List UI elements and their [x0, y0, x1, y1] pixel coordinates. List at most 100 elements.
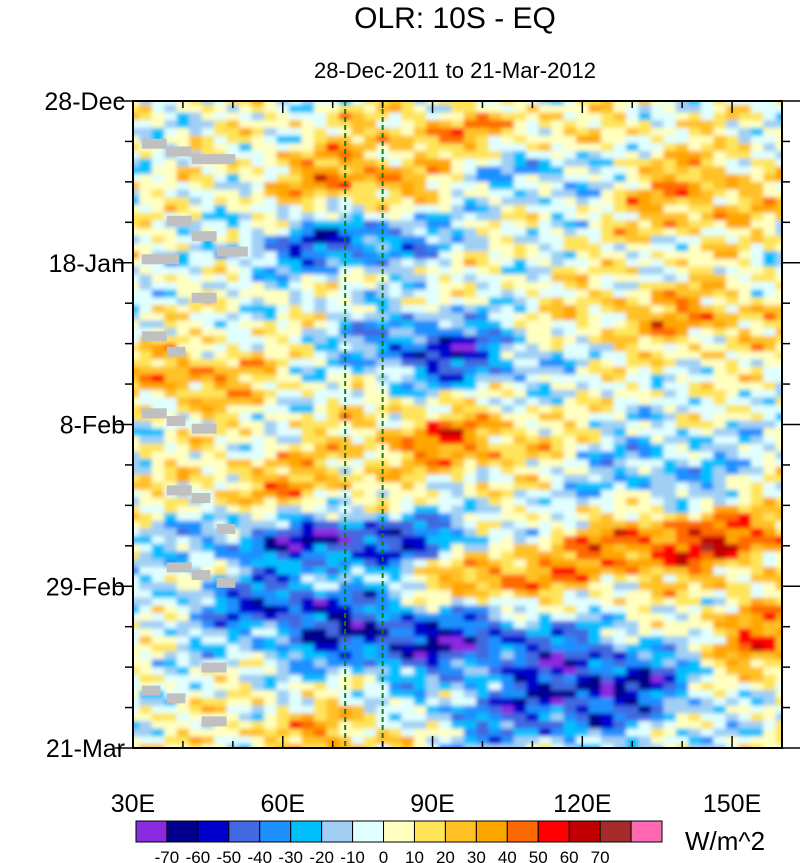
heatmap-cell: [289, 220, 303, 229]
heatmap-cell: [625, 528, 640, 537]
heatmap-cell: [675, 513, 689, 522]
heatmap-cell: [488, 101, 502, 106]
heatmap-cell: [663, 513, 677, 522]
heatmap-cell: [313, 474, 328, 483]
heatmap-cell: [526, 436, 540, 445]
heatmap-cell: [264, 713, 278, 722]
heatmap-cell: [526, 466, 540, 476]
heatmap-cell: [214, 127, 228, 137]
heatmap-cell: [675, 397, 689, 406]
heatmap-cell: [601, 374, 615, 383]
heatmap-cell: [663, 682, 677, 691]
heatmap-cell: [563, 590, 577, 599]
heatmap-cell: [738, 497, 752, 506]
heatmap-cell: [276, 628, 290, 637]
heatmap-cell: [264, 258, 278, 268]
heatmap-cell: [451, 528, 465, 537]
heatmap-cell: [551, 112, 565, 121]
heatmap-cell: [513, 204, 527, 214]
heatmap-cell: [563, 667, 577, 676]
heatmap-cell: [214, 644, 228, 653]
heatmap-cell: [363, 181, 377, 191]
heatmap-cell: [226, 420, 240, 429]
heatmap-cell: [401, 135, 415, 144]
heatmap-cell: [750, 459, 764, 468]
heatmap-cell: [650, 674, 665, 684]
heatmap-cell: [638, 359, 652, 368]
heatmap-cell: [700, 613, 714, 622]
heatmap-cell: [663, 343, 677, 352]
heatmap-cell: [226, 112, 240, 121]
heatmap-cell: [326, 389, 340, 399]
heatmap-cell: [289, 101, 303, 106]
heatmap-cell: [251, 559, 265, 568]
heatmap-cell: [463, 243, 477, 252]
heatmap-cell: [663, 543, 677, 553]
heatmap-cell: [326, 620, 340, 630]
heatmap-cell: [601, 112, 615, 121]
heatmap-cell: [201, 536, 215, 545]
heatmap-cell: [538, 359, 552, 368]
colorbar-box: [506, 820, 539, 843]
heatmap-cell: [763, 197, 777, 206]
heatmap-cell: [576, 405, 590, 414]
heatmap-cell: [713, 366, 727, 376]
heatmap-cell: [613, 605, 627, 614]
heatmap-cell: [601, 220, 615, 229]
heatmap-cell: [538, 620, 552, 630]
heatmap-cell: [663, 566, 677, 576]
heatmap-cell: [488, 127, 502, 137]
heatmap-cell: [663, 536, 677, 545]
heatmap-cell: [413, 143, 427, 152]
heatmap-cell: [176, 736, 190, 745]
heatmap-cell: [413, 651, 427, 661]
heatmap-cell: [139, 644, 153, 653]
heatmap-cell: [488, 305, 502, 314]
heatmap-cell: [588, 528, 602, 537]
heatmap-cell: [289, 127, 303, 137]
heatmap-cell: [326, 436, 340, 445]
heatmap-cell: [226, 282, 240, 291]
missing-data-cell: [191, 154, 223, 165]
heatmap-cell: [351, 536, 365, 545]
heatmap-cell: [713, 736, 727, 745]
heatmap-cell: [426, 397, 440, 406]
heatmap-cell: [438, 690, 452, 699]
heatmap-cell: [438, 158, 452, 168]
heatmap-cell: [376, 590, 390, 599]
heatmap-cell: [538, 690, 552, 699]
heatmap-cell: [563, 651, 577, 661]
heatmap-cell: [688, 228, 702, 237]
heatmap-cell: [276, 443, 290, 453]
heatmap-cell: [388, 212, 402, 221]
heatmap-cell: [775, 590, 782, 599]
heatmap-cell: [226, 197, 240, 206]
heatmap-cell: [601, 305, 615, 314]
heatmap-cell: [713, 389, 727, 399]
heatmap-cell: [526, 220, 540, 229]
heatmap-cell: [313, 374, 328, 383]
heatmap-cell: [226, 166, 240, 175]
heatmap-cell: [563, 351, 577, 360]
heatmap-cell: [588, 551, 602, 560]
heatmap-cell: [201, 382, 215, 391]
heatmap-cell: [388, 574, 402, 583]
heatmap-cell: [226, 559, 240, 568]
heatmap-cell: [388, 628, 402, 637]
heatmap-cell: [189, 436, 203, 445]
heatmap-cell: [601, 644, 615, 653]
heatmap-cell: [463, 613, 477, 622]
heatmap-cell: [463, 289, 477, 299]
heatmap-cell: [563, 428, 577, 437]
heatmap-cell: [401, 212, 415, 221]
heatmap-cell: [251, 328, 265, 337]
heatmap-cell: [538, 466, 552, 476]
heatmap-cell: [301, 282, 315, 291]
heatmap-cell: [276, 212, 290, 221]
heatmap-cell: [463, 420, 477, 429]
heatmap-cell: [775, 574, 782, 583]
heatmap-cell: [313, 405, 328, 414]
heatmap-cell: [613, 104, 627, 114]
heatmap-cell: [239, 674, 253, 684]
heatmap-cell: [301, 489, 315, 499]
